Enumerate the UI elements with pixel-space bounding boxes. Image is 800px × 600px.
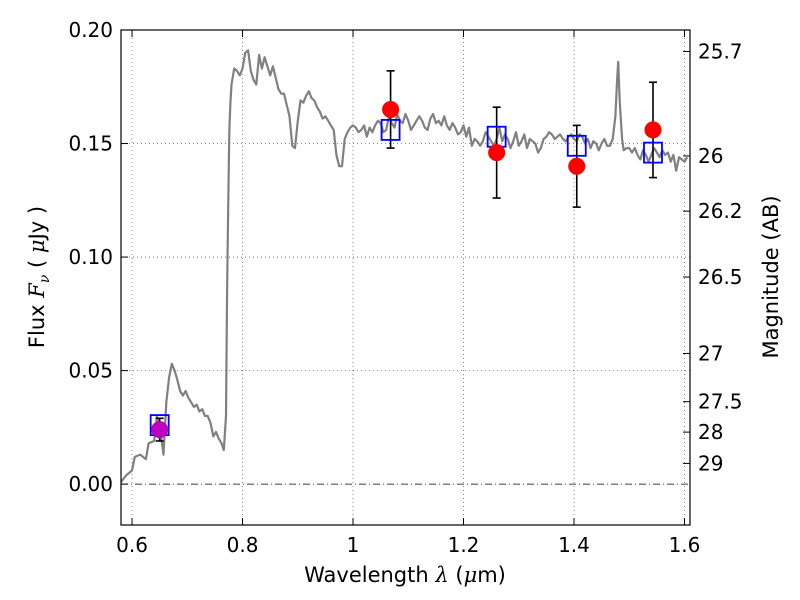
x-tick-label: 1.4 xyxy=(558,533,590,557)
x-tick-label: 1.6 xyxy=(669,533,701,557)
x-axis: 0.6 0.8 1 1.2 1.4 1.6 xyxy=(116,30,700,557)
observed-upper-point xyxy=(151,421,169,439)
y-tick-label: 0.00 xyxy=(68,472,113,496)
y-tick-label: 0.05 xyxy=(68,359,113,383)
y2-tick-label: 27.5 xyxy=(698,390,743,414)
y2-axis: 25.7 26 26.2 26.5 27 27.5 28 29 xyxy=(683,39,743,475)
model-point xyxy=(643,141,663,164)
x-tick-label: 1.2 xyxy=(448,533,480,557)
y2-tick-label: 29 xyxy=(698,451,723,475)
y2-tick-label: 26.2 xyxy=(698,199,743,223)
y-axis-label: Flux Fν ( μJy ) xyxy=(25,206,53,348)
y-tick-label: 0.10 xyxy=(68,245,113,269)
y-axis: 0.00 0.05 0.10 0.15 0.20 xyxy=(68,18,128,496)
y2-tick-label: 26.5 xyxy=(698,265,743,289)
y2-tick-label: 28 xyxy=(698,420,723,444)
y-tick-label: 0.15 xyxy=(68,132,113,156)
y-tick-label: 0.20 xyxy=(68,18,113,42)
observed-point xyxy=(568,157,586,175)
observed-point xyxy=(382,100,400,118)
y2-tick-label: 26 xyxy=(698,144,723,168)
observed-point xyxy=(488,144,506,162)
y2-tick-label: 27 xyxy=(698,341,723,365)
x-tick-label: 1 xyxy=(347,533,360,557)
model-point xyxy=(380,119,401,141)
markers xyxy=(149,70,663,442)
y2-axis-label: Magnitude (AB) xyxy=(759,195,783,358)
x-tick-label: 0.8 xyxy=(227,533,259,557)
x-tick-label: 0.6 xyxy=(116,533,148,557)
model-point xyxy=(566,134,587,157)
x-axis-label: Wavelength λ (μm) xyxy=(304,563,506,587)
y2-tick-label: 25.7 xyxy=(698,39,743,63)
spectrum-line xyxy=(121,49,689,483)
plot-frame xyxy=(120,29,691,526)
observed-point xyxy=(644,121,662,139)
grid xyxy=(121,29,690,525)
